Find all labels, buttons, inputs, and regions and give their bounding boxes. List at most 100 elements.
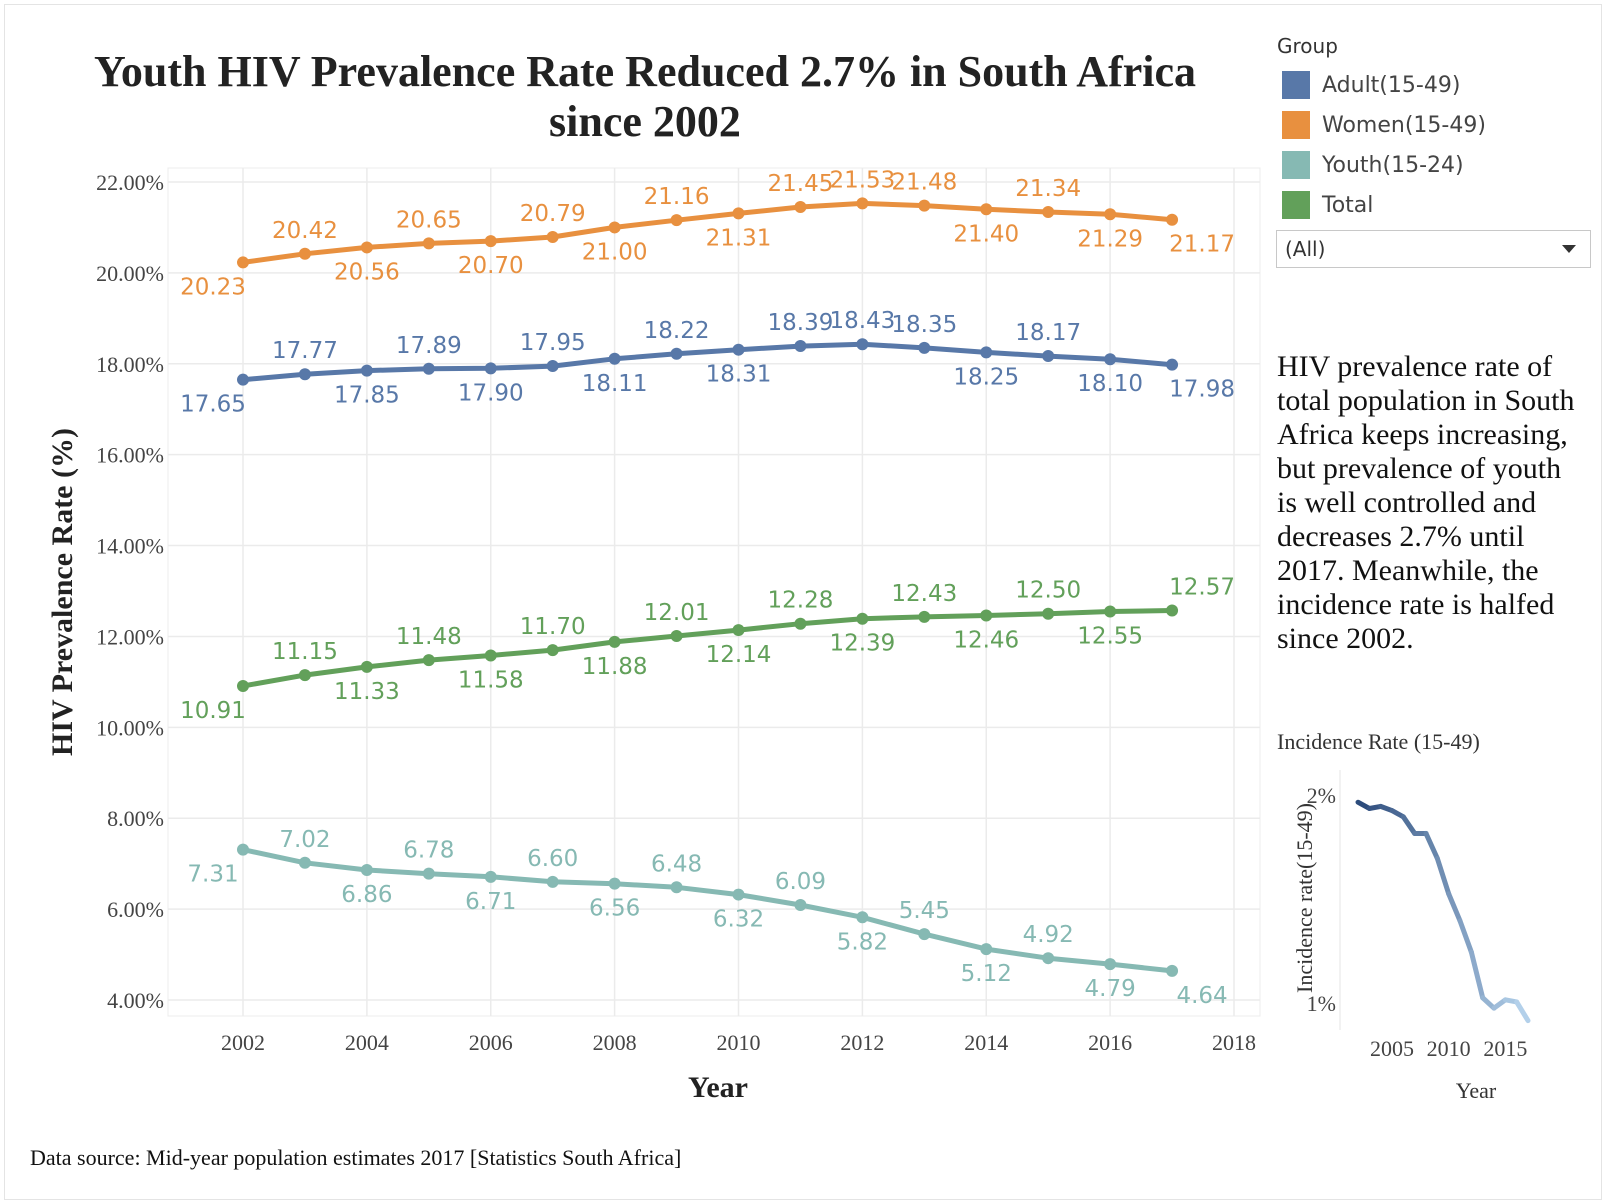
data-point-youth — [608, 877, 621, 890]
data-label-adult: 18.11 — [582, 371, 648, 397]
incidence-line-segment — [1400, 814, 1418, 836]
data-point-adult — [1042, 350, 1055, 363]
data-point-adult — [1166, 358, 1179, 371]
data-label-adult: 17.98 — [1169, 377, 1235, 403]
data-label-adult: 18.25 — [953, 364, 1019, 390]
group-filter-dropdown[interactable]: (All) — [1276, 230, 1591, 268]
data-label-adult: 17.89 — [396, 333, 462, 359]
data-label-adult: 17.65 — [180, 392, 246, 418]
data-label-youth: 7.31 — [187, 862, 238, 888]
data-label-adult: 17.90 — [458, 380, 524, 406]
data-point-youth — [484, 870, 497, 883]
y-axis-title: HIV Prevalence Rate (%) — [46, 428, 79, 756]
legend-item-youth[interactable]: Youth(15-24) — [1282, 150, 1464, 180]
data-label-adult: 18.39 — [768, 310, 834, 336]
incidence-x-tick-label: 2015 — [1483, 1036, 1527, 1061]
data-point-total — [546, 644, 559, 657]
data-label-adult: 17.77 — [272, 338, 338, 364]
data-label-adult: 18.17 — [1015, 320, 1081, 346]
data-point-women — [794, 200, 807, 213]
data-label-total: 10.91 — [180, 698, 246, 724]
data-label-total: 12.50 — [1015, 578, 1081, 604]
incidence-line-segment — [1446, 891, 1463, 924]
data-point-total — [422, 654, 435, 667]
data-point-women — [670, 214, 683, 227]
data-label-adult: 18.35 — [891, 312, 957, 338]
chevron-down-icon[interactable] — [1562, 245, 1576, 253]
data-point-adult — [422, 362, 435, 375]
data-label-total: 11.33 — [334, 679, 400, 705]
legend-label-youth: Youth(15-24) — [1322, 152, 1464, 178]
data-point-women — [422, 237, 435, 250]
x-tick-label: 2004 — [345, 1030, 389, 1055]
y-tick-label: 8.00% — [107, 806, 164, 831]
data-point-youth — [1042, 952, 1055, 965]
chart-title-line2: since 2002 — [549, 97, 741, 146]
data-label-total: 12.57 — [1169, 575, 1235, 601]
x-tick-label: 2016 — [1088, 1030, 1132, 1055]
data-label-adult: 18.31 — [706, 362, 772, 388]
data-point-women — [484, 235, 497, 248]
data-point-adult — [1104, 353, 1117, 366]
data-label-women: 21.34 — [1015, 176, 1081, 202]
data-label-women: 21.31 — [706, 225, 772, 251]
data-point-women — [298, 247, 311, 260]
data-point-women — [608, 221, 621, 234]
data-label-total: 12.46 — [953, 628, 1019, 654]
incidence-line-segment — [1480, 995, 1497, 1011]
incidence-x-tick-label: 2010 — [1427, 1036, 1471, 1061]
incidence-line-segment — [1423, 830, 1440, 861]
data-point-total — [1042, 607, 1055, 620]
series-line-adult — [240, 341, 1175, 383]
data-label-women: 21.53 — [829, 167, 895, 193]
data-point-women — [546, 230, 559, 243]
data-label-youth: 6.71 — [465, 889, 516, 915]
incidence-line-segment — [1514, 999, 1531, 1024]
legend-swatch-adult — [1282, 71, 1310, 99]
legend-swatch-total — [1282, 191, 1310, 219]
incidence-line-chart: 1% 2% 2005 2010 2015 Year Incidence rate(15-… — [1292, 770, 1531, 1103]
grid-lines — [167, 167, 1261, 1017]
data-label-youth: 7.02 — [279, 827, 330, 853]
legend-item-total[interactable]: Total — [1282, 190, 1373, 220]
data-label-youth: 4.92 — [1023, 922, 1074, 948]
data-label-women: 21.29 — [1077, 226, 1143, 252]
data-point-youth — [918, 928, 931, 941]
data-point-total — [608, 635, 621, 648]
data-label-total: 11.58 — [458, 668, 524, 694]
data-point-total — [670, 629, 683, 642]
data-point-youth — [1166, 964, 1179, 977]
data-label-adult: 18.10 — [1077, 371, 1143, 397]
data-label-adult: 18.22 — [644, 318, 710, 344]
data-label-youth: 6.09 — [775, 869, 826, 895]
data-point-adult — [980, 346, 993, 359]
x-tick-label: 2018 — [1212, 1030, 1256, 1055]
incidence-x-axis-title: Year — [1456, 1078, 1497, 1103]
data-label-youth: 5.82 — [837, 929, 888, 955]
series-line-total — [240, 608, 1175, 689]
x-tick-label: 2014 — [964, 1030, 1008, 1055]
series-line-women — [240, 200, 1175, 265]
data-label-women: 20.42 — [272, 218, 338, 244]
data-point-youth — [670, 881, 683, 894]
data-point-total — [1166, 604, 1179, 617]
data-label-youth: 4.79 — [1085, 976, 1136, 1002]
axes: 4.00% 6.00% 8.00% 10.00% 12.00% 14.00% 16.00% 1… — [96, 170, 1256, 1055]
legend-item-women[interactable]: Women(15-49) — [1282, 110, 1486, 140]
data-point-youth — [360, 864, 373, 877]
y-tick-label: 12.00% — [96, 624, 164, 649]
data-label-adult: 17.85 — [334, 383, 400, 409]
legend-item-adult[interactable]: Adult(15-49) — [1282, 70, 1460, 100]
incidence-y-tick-label: 1% — [1307, 991, 1336, 1016]
series-line-youth — [240, 847, 1175, 974]
incidence-y-axis-title: Incidence rate(15-49) — [1292, 803, 1317, 993]
data-point-adult — [670, 347, 683, 360]
y-tick-label: 20.00% — [96, 261, 164, 286]
annotation-text: HIV prevalence rate of total population … — [1277, 350, 1575, 655]
x-tick-label: 2002 — [221, 1030, 265, 1055]
data-label-women: 20.65 — [396, 207, 462, 233]
legend-swatch-women — [1282, 111, 1310, 139]
data-point-women — [1104, 208, 1117, 221]
data-label-women: 20.23 — [180, 274, 246, 300]
data-point-women — [1166, 213, 1179, 226]
